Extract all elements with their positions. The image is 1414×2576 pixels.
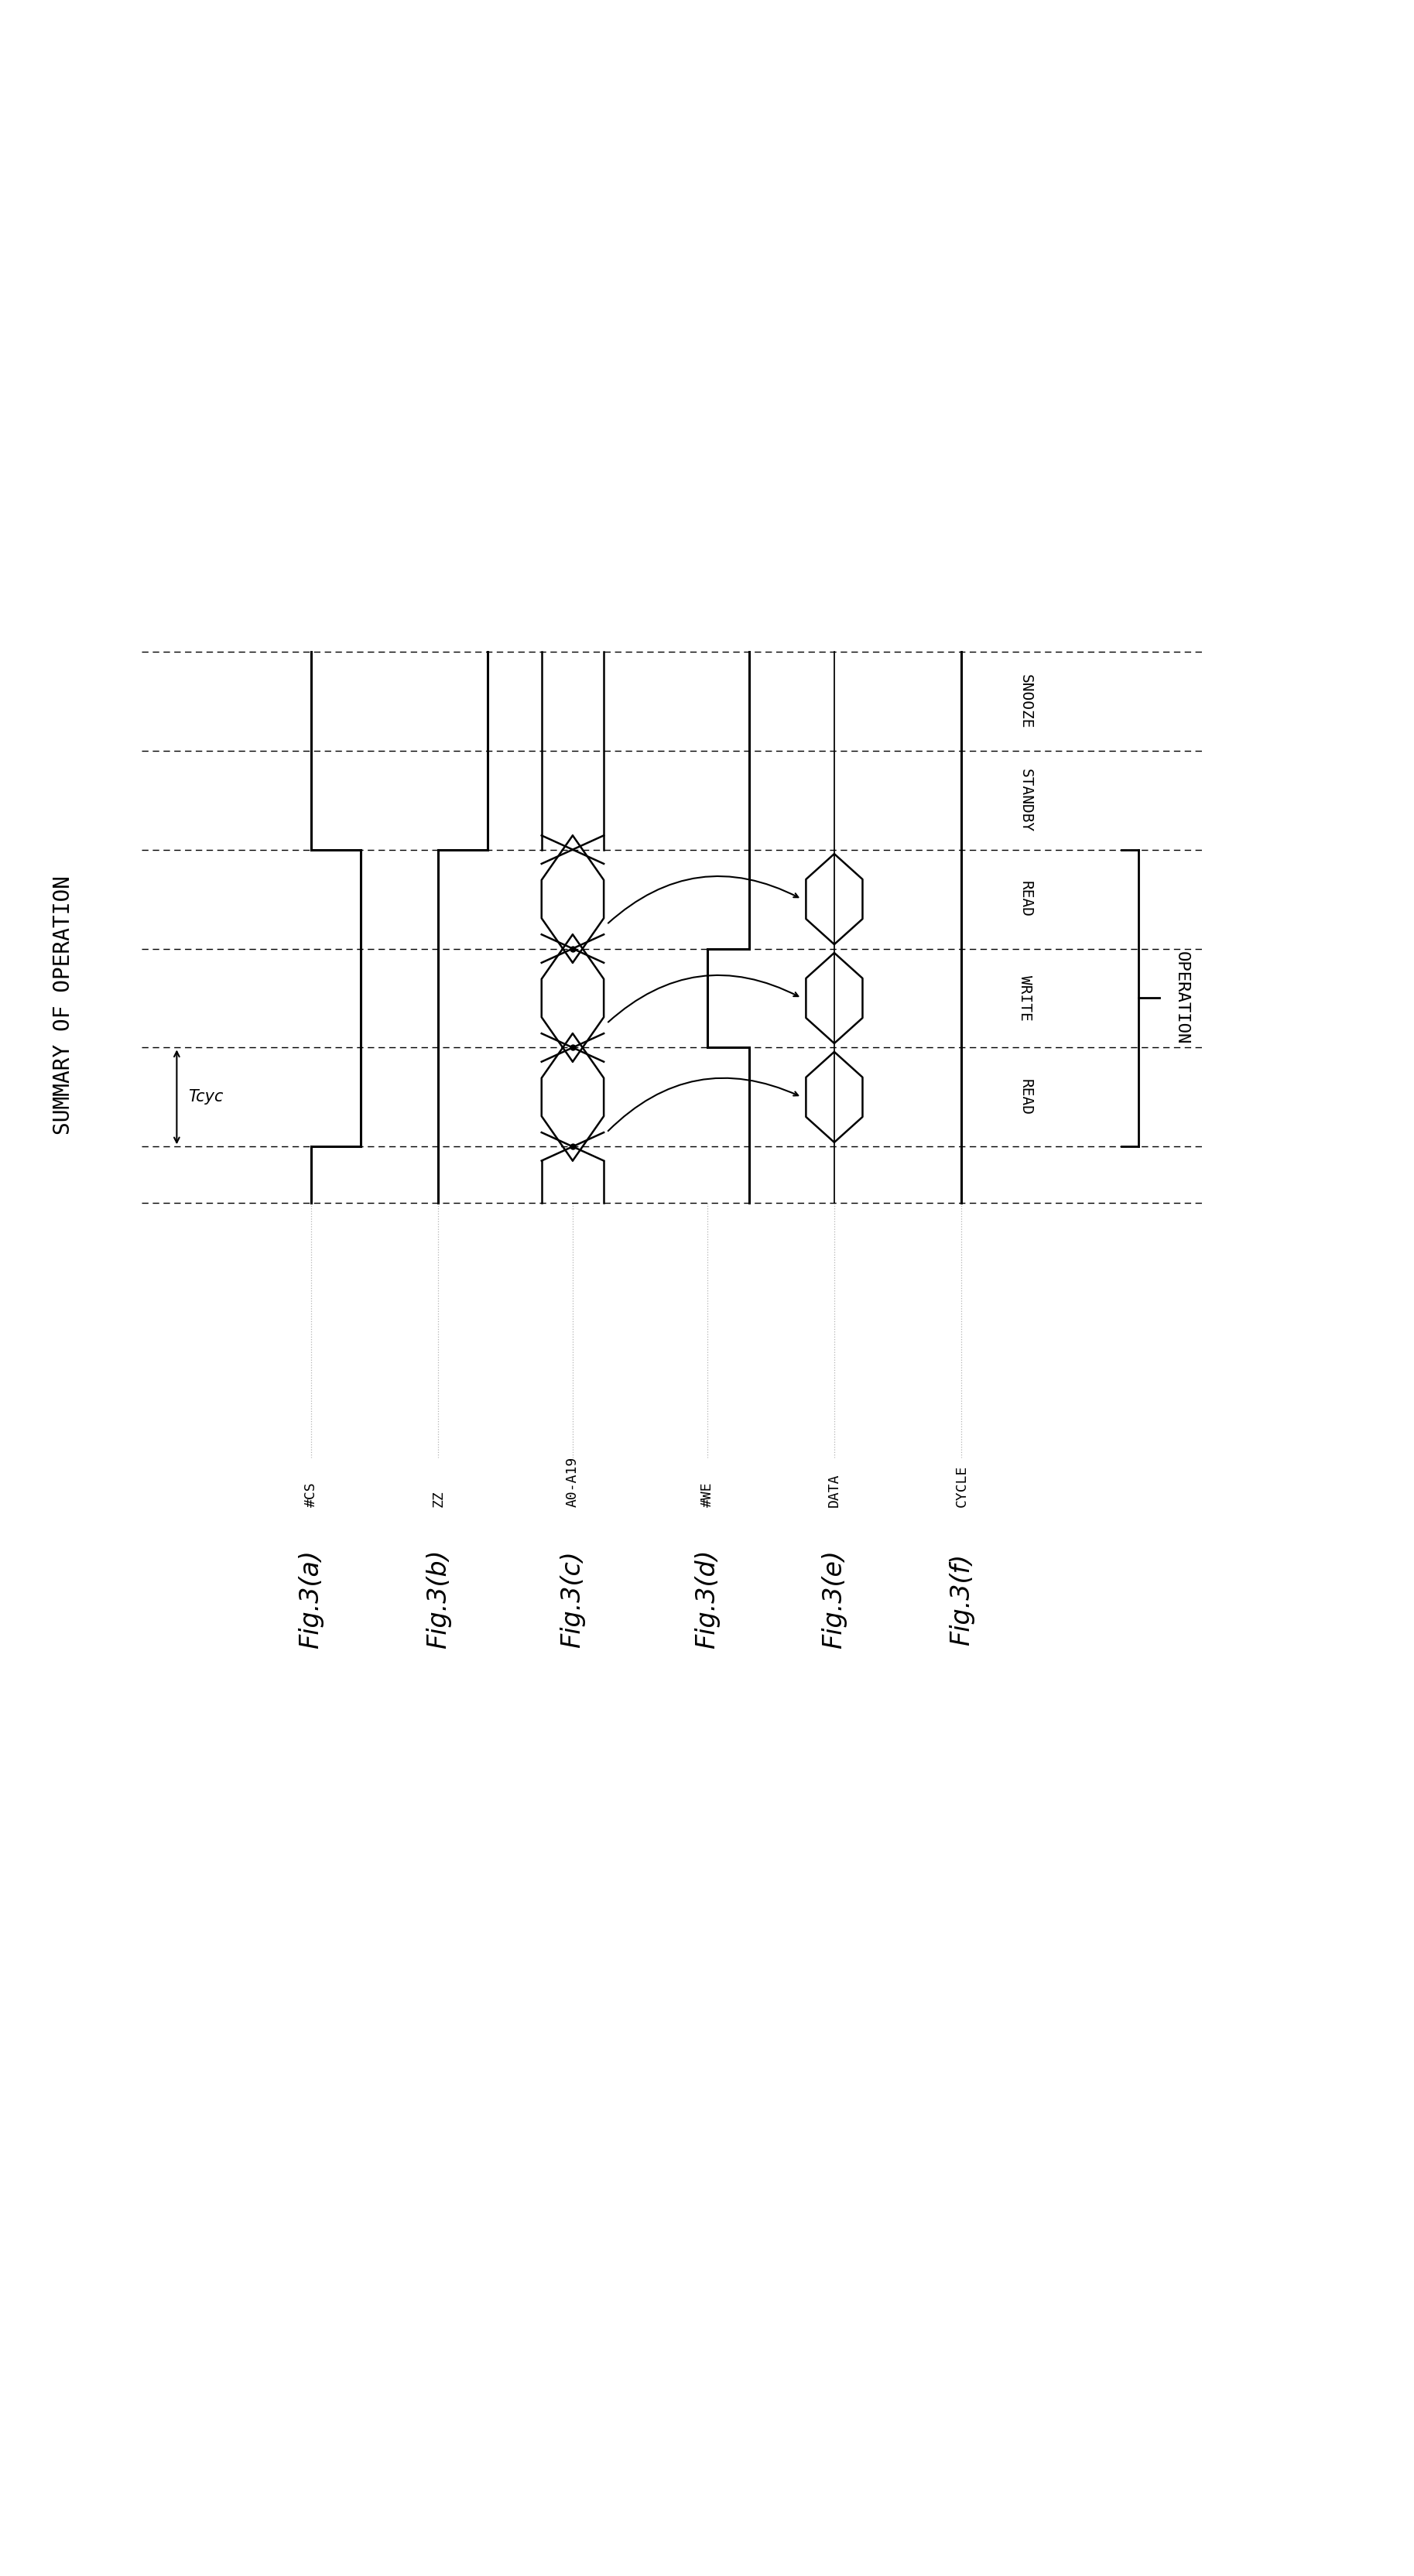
Text: READ: READ [1018, 881, 1032, 917]
Text: Tcyc: Tcyc [188, 1090, 223, 1105]
Text: #WE: #WE [700, 1481, 714, 1507]
Text: Fig.3(a): Fig.3(a) [298, 1551, 324, 1649]
Text: STANDBY: STANDBY [1018, 768, 1032, 832]
Text: #CS: #CS [304, 1481, 318, 1507]
Text: READ: READ [1018, 1079, 1032, 1115]
Text: Fig.3(f): Fig.3(f) [949, 1553, 974, 1646]
Text: ZZ: ZZ [431, 1492, 445, 1507]
Text: Fig.3(e): Fig.3(e) [822, 1551, 847, 1649]
Text: Fig.3(b): Fig.3(b) [426, 1548, 451, 1649]
Text: A0-A19: A0-A19 [566, 1455, 580, 1507]
Text: DATA: DATA [827, 1473, 841, 1507]
Text: SNOOZE: SNOOZE [1018, 675, 1032, 729]
Text: CYCLE: CYCLE [954, 1466, 969, 1507]
Text: Fig.3(c): Fig.3(c) [560, 1551, 585, 1649]
Text: Fig.3(d): Fig.3(d) [694, 1548, 720, 1649]
Text: SUMMARY OF OPERATION: SUMMARY OF OPERATION [52, 876, 75, 1136]
Text: OPERATION: OPERATION [1174, 951, 1189, 1046]
Text: WRITE: WRITE [1018, 976, 1032, 1020]
